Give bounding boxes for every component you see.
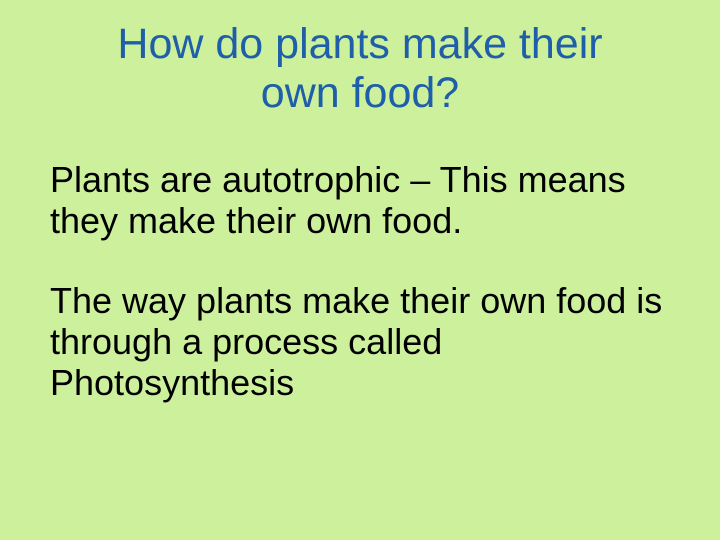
slide-title: How do plants make their own food?	[50, 20, 670, 119]
body-paragraph: The way plants make their own food is th…	[50, 280, 670, 404]
slide-body: Plants are autotrophic – This means they…	[50, 159, 670, 404]
slide-container: How do plants make their own food? Plant…	[0, 0, 720, 540]
body-paragraph: Plants are autotrophic – This means they…	[50, 159, 670, 242]
